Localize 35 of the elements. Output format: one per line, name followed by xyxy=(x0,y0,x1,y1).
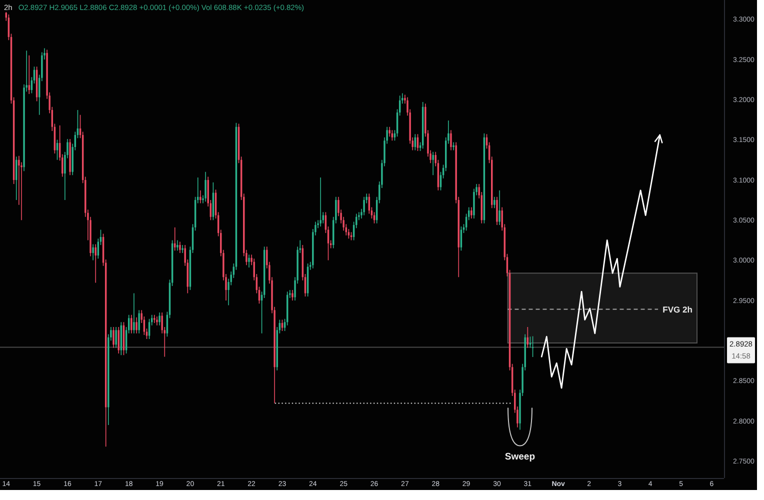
candlestick xyxy=(15,156,18,200)
candlestick xyxy=(133,293,135,334)
candlestick xyxy=(182,245,184,254)
candlestick xyxy=(432,152,434,176)
candlestick xyxy=(452,142,454,150)
candlestick xyxy=(176,240,178,251)
annotation: Sweep xyxy=(504,451,536,462)
candlestick xyxy=(388,126,390,137)
candlestick xyxy=(112,326,114,348)
candlestick xyxy=(158,312,160,326)
candlestick xyxy=(496,196,498,225)
candlestick xyxy=(115,326,117,348)
candlestick xyxy=(204,172,206,202)
candlestick xyxy=(138,310,140,334)
candlestick xyxy=(363,196,365,216)
candlestick xyxy=(156,316,158,326)
series-label: FVG 2h xyxy=(662,304,692,314)
candlestick xyxy=(130,314,132,334)
candlestick xyxy=(136,317,138,334)
candlestick xyxy=(94,244,96,283)
candlestick xyxy=(320,178,322,227)
candlestick xyxy=(69,138,71,176)
candlestick xyxy=(248,254,250,268)
candlestick xyxy=(154,314,156,323)
candlestick xyxy=(92,244,94,260)
candlestick xyxy=(498,190,500,225)
candlestick xyxy=(118,326,120,354)
candlestick xyxy=(292,290,294,300)
candlestick xyxy=(450,130,452,150)
candlestick xyxy=(174,227,176,251)
candlestick xyxy=(28,55,30,94)
candlestick xyxy=(179,242,181,254)
candlestick xyxy=(494,196,496,208)
candlestick xyxy=(470,207,472,219)
candlestick xyxy=(200,190,202,204)
